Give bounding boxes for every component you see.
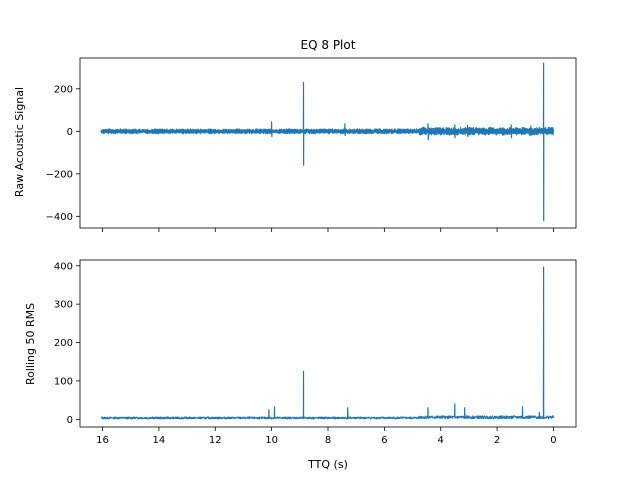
x-tick-label: 2 <box>494 435 500 446</box>
top-y-ticks: −400 −200 0 200 <box>46 84 80 223</box>
x-tick-label: 12 <box>209 435 222 446</box>
rolling-rms-series <box>100 266 555 420</box>
x-tick-label: 16 <box>96 435 109 446</box>
x-tick-label: 0 <box>550 435 556 446</box>
y-tick-label: −200 <box>46 169 73 180</box>
x-tick-label: 14 <box>153 435 166 446</box>
x-tick-label: 10 <box>265 435 278 446</box>
y-tick-label: 0 <box>67 415 73 426</box>
bottom-y-axis-label: Rolling 50 RMS <box>24 303 37 385</box>
x-tick-label: 6 <box>381 435 387 446</box>
chart-title: EQ 8 Plot <box>301 38 356 52</box>
y-tick-label: 100 <box>54 376 73 387</box>
y-tick-label: 200 <box>54 84 73 95</box>
y-tick-label: 400 <box>54 261 73 272</box>
y-tick-label: 0 <box>67 127 73 138</box>
x-tick-label: 4 <box>438 435 444 446</box>
bottom-y-ticks: 0 100 200 300 400 <box>54 261 80 426</box>
bottom-axes-frame <box>79 259 577 428</box>
top-x-ticks <box>102 228 554 232</box>
top-y-axis-label: Raw Acoustic Signal <box>13 87 26 197</box>
raw-signal-series <box>100 62 555 222</box>
y-tick-label: −400 <box>46 212 73 223</box>
bottom-x-ticks: 16 14 12 10 8 6 4 2 0 <box>96 427 557 446</box>
x-tick-label: 8 <box>325 435 331 446</box>
y-tick-label: 300 <box>54 300 73 311</box>
x-axis-label: TTQ (s) <box>307 458 348 471</box>
top-axes-frame <box>79 57 577 229</box>
top-subplot: EQ 8 Plot Raw Acoustic Signal −400 −200 0 2… <box>13 38 577 232</box>
y-tick-label: 200 <box>54 338 73 349</box>
